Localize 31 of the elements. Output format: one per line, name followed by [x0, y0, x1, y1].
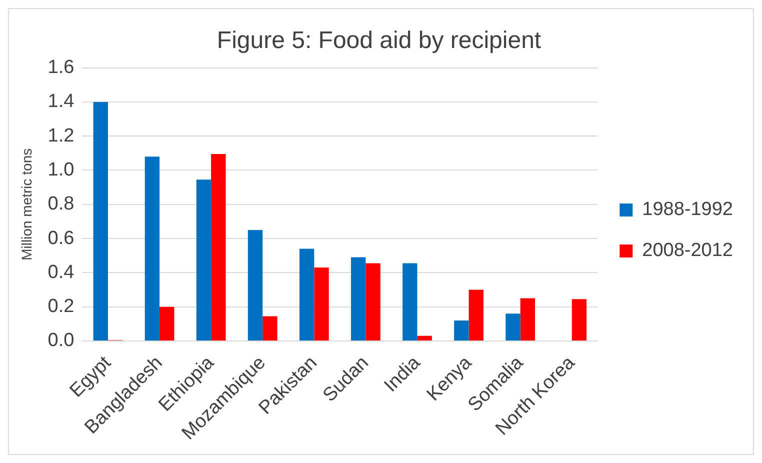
bar [160, 306, 174, 340]
y-axis-title: Million metric tons [18, 148, 34, 260]
legend-label: 1988-1992 [642, 199, 734, 220]
bar [402, 263, 418, 340]
bar [144, 156, 160, 340]
y-tick-label: 0.8 [48, 194, 74, 215]
bar [454, 320, 469, 340]
bar [262, 316, 278, 340]
y-tick-label: 1.0 [48, 159, 74, 180]
bar [93, 102, 108, 340]
bar [211, 154, 226, 340]
bar [196, 180, 212, 340]
legend-label: 2008-2012 [642, 240, 734, 262]
chart-title: Figure 5: Food aid by recipient [216, 27, 542, 54]
bar [506, 314, 520, 340]
y-tick-label: 1.4 [48, 91, 75, 112]
bar [351, 257, 366, 340]
y-tick-label: 0.0 [48, 330, 74, 352]
y-tick-label: 1.6 [48, 57, 74, 78]
bar [314, 268, 329, 340]
bar [299, 248, 314, 340]
y-tick-label: 0.4 [48, 262, 75, 283]
y-tick-label: 1.2 [48, 125, 74, 146]
y-tick-label: 0.2 [48, 296, 74, 318]
y-tick-label: 0.6 [48, 228, 74, 249]
bar [572, 299, 587, 340]
bar [468, 290, 484, 340]
bar [366, 263, 380, 340]
bar [417, 336, 432, 340]
bar [520, 298, 536, 340]
bar [248, 230, 263, 340]
